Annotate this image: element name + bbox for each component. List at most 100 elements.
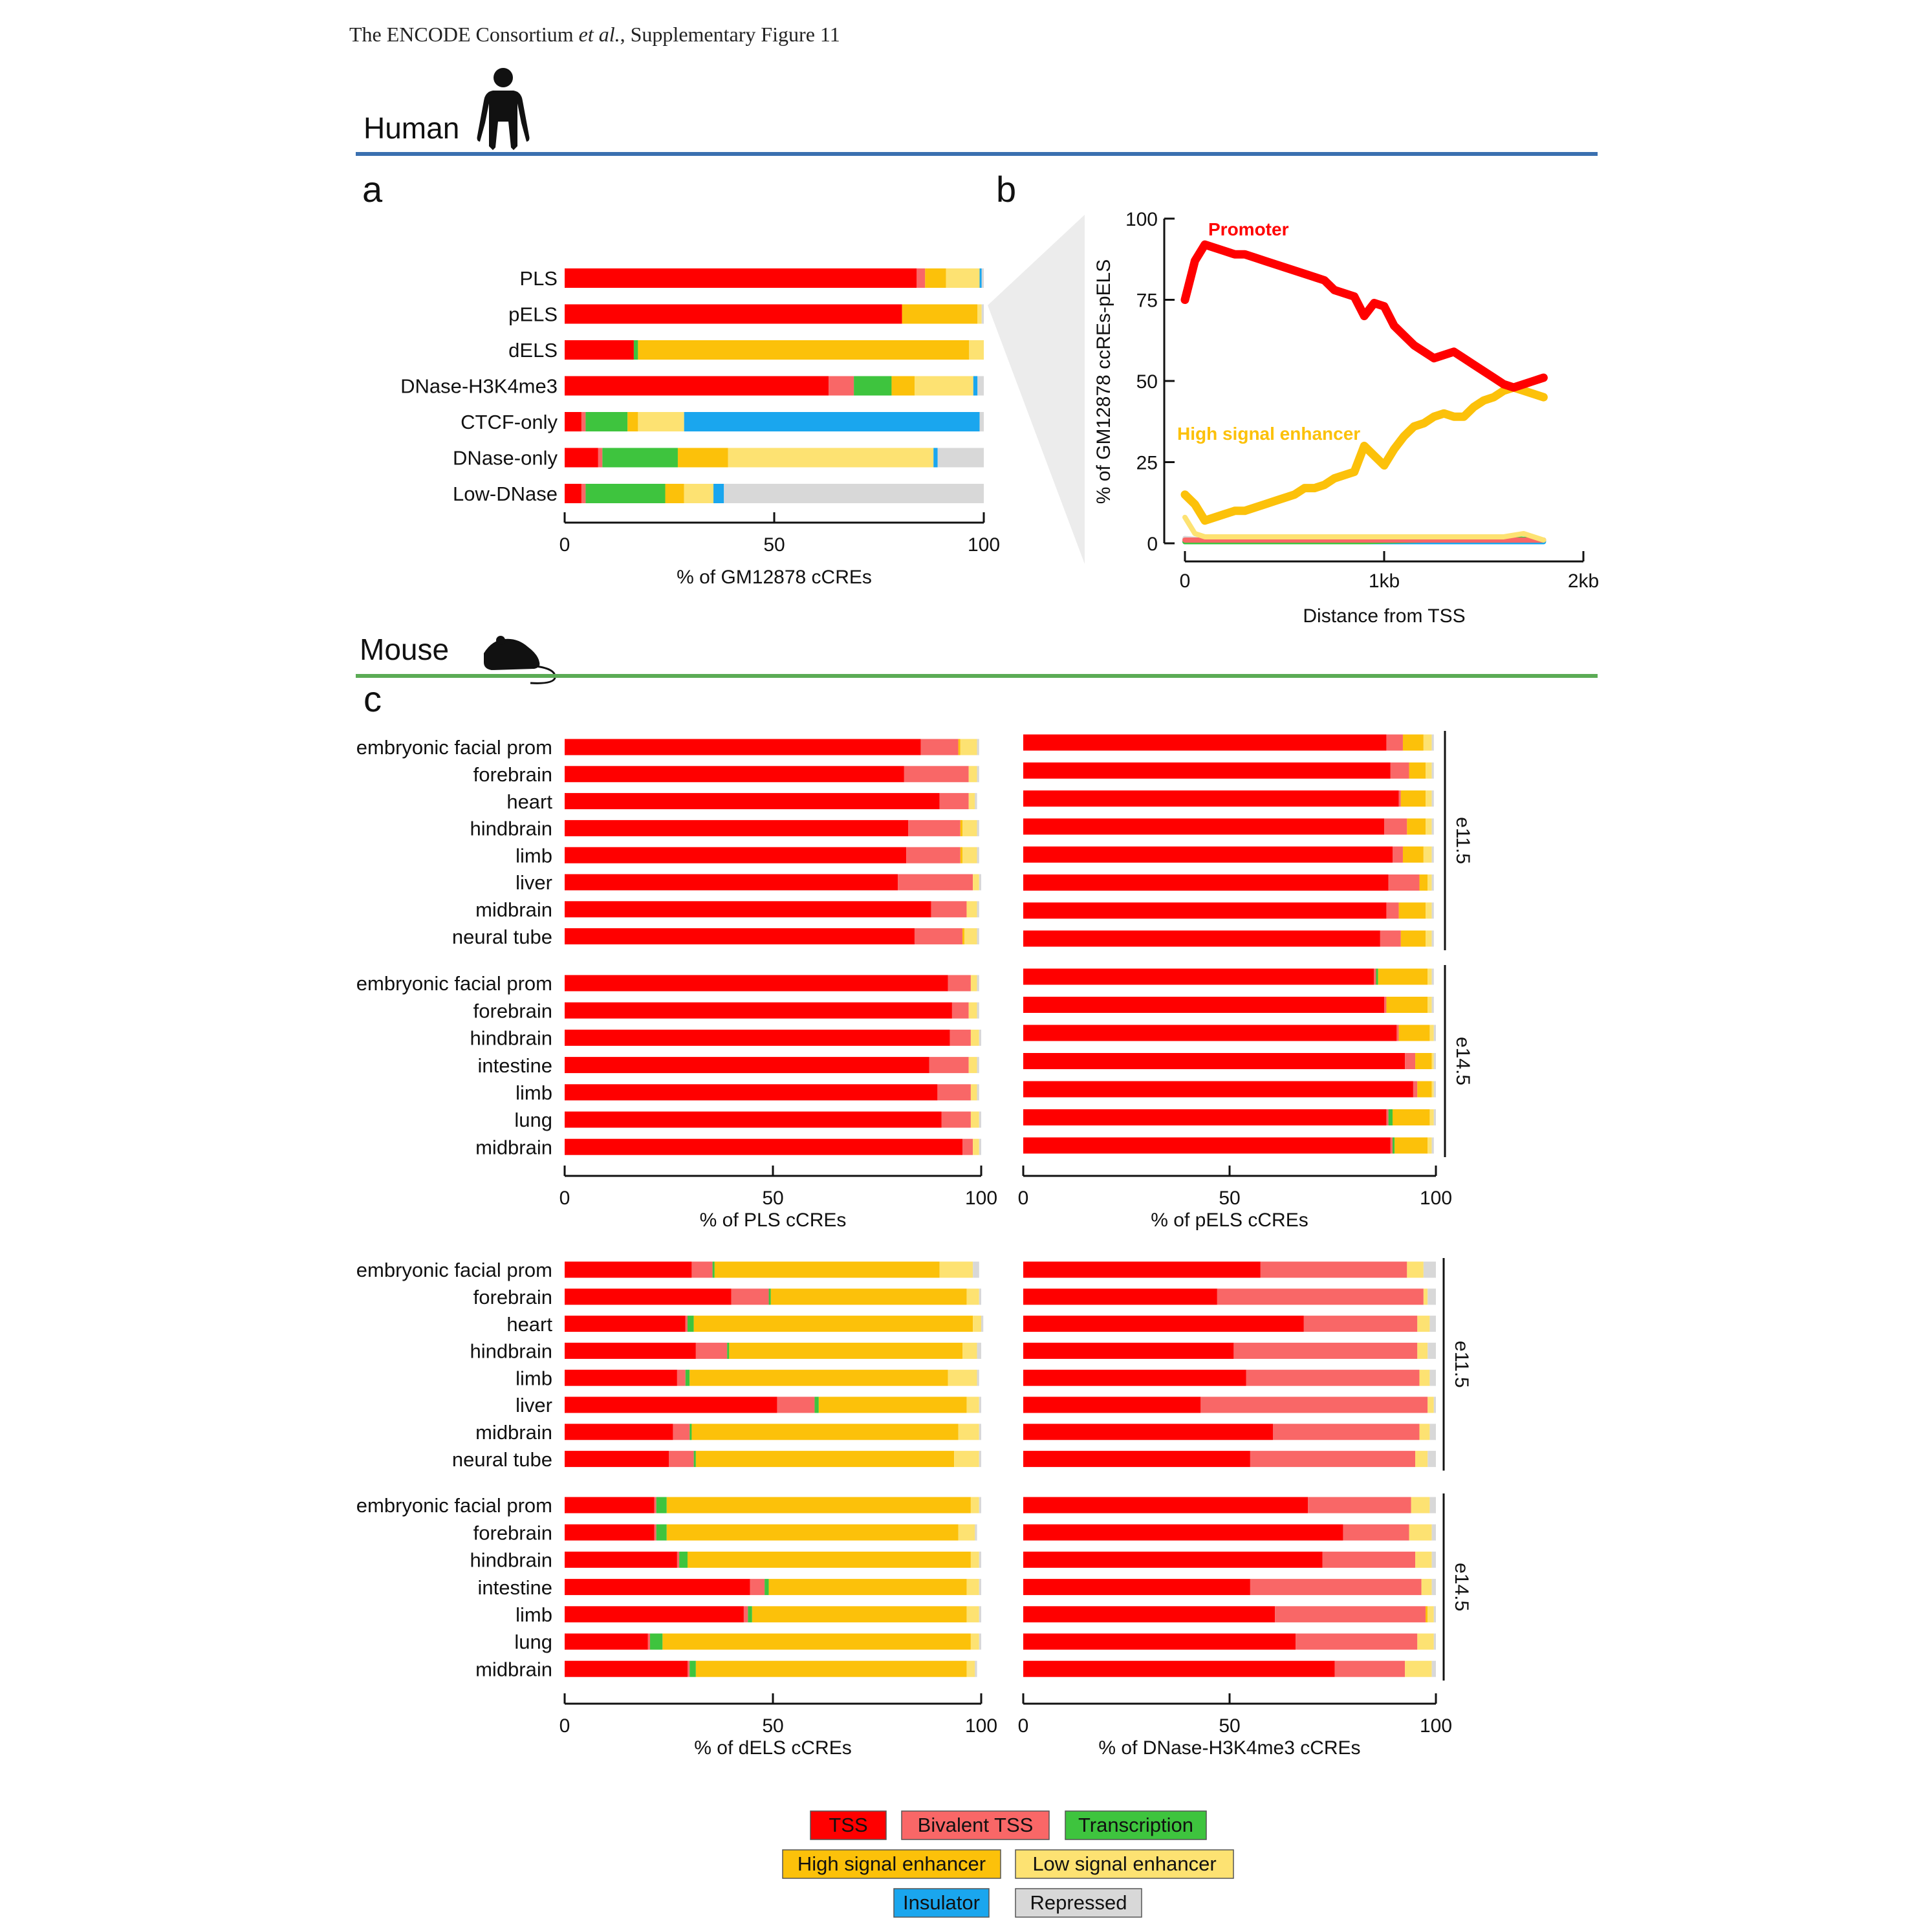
panel-a-bar-segment	[724, 484, 984, 503]
panel-c-pls-bar-segment	[968, 766, 977, 783]
panel-c-dels-bar-segment	[654, 1497, 657, 1514]
panel-c-pls-bar-segment	[962, 928, 965, 945]
panel-c-pels-bar-segment	[1390, 762, 1409, 779]
panel-c-dels-bar-segment	[695, 1660, 967, 1677]
panel-c-dels-bar-segment	[768, 1579, 967, 1596]
panel-c-pls-bar-segment	[565, 975, 948, 992]
panel-c-dels-bar-segment	[977, 1369, 979, 1386]
panel-c-dels-bar-segment	[565, 1288, 732, 1305]
panel-c-dels-bar-segment	[979, 1451, 981, 1468]
panel-c-pls-bar-segment	[565, 1029, 950, 1046]
panel-c-pls-x-tick-label: 0	[559, 1188, 570, 1209]
panel-c-dels-x-tick-label: 50	[762, 1715, 783, 1737]
panel-c-dnase-h3k4me3-bar-segment	[1322, 1551, 1416, 1568]
panel-c-pels-bar-segment	[1393, 1109, 1430, 1125]
panel-a-bar-segment	[902, 304, 978, 324]
panel-c-pls-bar-segment	[977, 975, 979, 992]
panel-c-dnase-h3k4me3-bar-segment	[1421, 1579, 1432, 1596]
header-text-italic: et al.	[579, 23, 620, 46]
panel-a-bar-segment	[713, 484, 724, 503]
panel-c-pls-bar-segment	[914, 928, 963, 945]
panel-c-dels-bar-segment	[768, 1288, 771, 1305]
panel-c-pels-bar-segment	[1431, 790, 1434, 807]
panel-c-dels-bar-segment	[687, 1551, 971, 1568]
panel-c-dnase-h3k4me3-bar-segment	[1431, 1524, 1436, 1541]
panel-c-dnase-h3k4me3-bar-segment	[1431, 1551, 1436, 1568]
panel-a-bar-segment	[565, 412, 581, 431]
panel-c-pls-bar-segment	[565, 901, 931, 918]
header-text-post: , Supplementary Figure 11	[620, 23, 840, 46]
panel-a-bar-segment	[565, 304, 902, 324]
legend-swatch-insulator	[893, 1888, 990, 1918]
panel-a-bar-segment	[585, 412, 628, 431]
panel-c-dnase-h3k4me3-bar-segment	[1246, 1369, 1420, 1386]
panel-c-dnase-h3k4me3-bar-segment	[1275, 1606, 1426, 1623]
panel-a-category-label: DNase-H3K4me3	[400, 375, 558, 398]
panel-a-bar-segment	[917, 268, 926, 288]
panel-c-dnase-h3k4me3-bar-segment	[1023, 1424, 1273, 1440]
panel-a-bar-segment	[677, 448, 728, 468]
panel-c-pls-category-label: lung	[514, 1109, 552, 1131]
panel-c-pels-bar-segment	[1023, 930, 1380, 947]
panel-c-dnase-h3k4me3-bar-segment	[1426, 1606, 1428, 1623]
panel-c-dels-category-label: midbrain	[475, 1658, 552, 1680]
panel-c-pls-bar-segment	[565, 874, 898, 891]
legend-label: Insulator	[903, 1891, 980, 1914]
panel-c-pls-bar-segment	[958, 739, 961, 755]
panel-a-bar-segment	[665, 484, 684, 503]
panel-c-dnase-h3k4me3-bar-segment	[1023, 1342, 1234, 1359]
panel-c-pls-bar-segment	[565, 766, 904, 783]
panel-c-pls-bar-segment	[977, 1084, 979, 1101]
panel-c-dnase-h3k4me3-bar-segment	[1023, 1288, 1217, 1305]
panel-b-annotation-high-signal-enhancer: High signal enhancer	[1177, 424, 1360, 444]
panel-c-dels-bar-segment	[958, 1524, 975, 1541]
panel-c-pels-bar-segment	[1431, 968, 1434, 985]
panel-c-dels-category-label: forebrain	[473, 1521, 552, 1544]
panel-a-bar-segment	[684, 412, 980, 431]
panel-c-pls-bar-segment	[970, 1029, 979, 1046]
panel-c-pls-category-label: midbrain	[475, 1136, 552, 1158]
panel-a-bar-segment	[565, 340, 634, 360]
panel-c-dels-bar-segment	[677, 1369, 686, 1386]
panel-c-dels-bar-segment	[981, 1316, 984, 1332]
panel-c-dnase-h3k4me3-bar-segment	[1427, 1342, 1436, 1359]
panel-c-pels-x-tick-label: 0	[1018, 1188, 1029, 1209]
panel-c-dels-bar-segment	[691, 1424, 959, 1440]
panel-c-pls-bar-segment	[968, 793, 975, 810]
panel-c-dnase-h3k4me3-bar-segment	[1433, 1606, 1436, 1623]
panel-c-pels-bar-segment	[1426, 902, 1432, 919]
panel-a-bar-segment	[969, 340, 984, 360]
panel-c-dnase-h3k4me3-bar-segment	[1429, 1424, 1436, 1440]
panel-c-dnase-h3k4me3-bar-segment	[1217, 1288, 1424, 1305]
zoom-wedge	[988, 215, 1085, 564]
panel-c-dels-bar-segment	[966, 1660, 975, 1677]
panel-c-pls-bar-segment	[977, 819, 979, 836]
panel-c-dels-category-label: hindbrain	[470, 1340, 552, 1363]
panel-c-dels-bar-segment	[973, 1316, 981, 1332]
panel-c-dels-bar-segment	[777, 1396, 815, 1413]
panel-c-dels-bar-segment	[650, 1633, 663, 1650]
panel-c-dels-bar-segment	[948, 1369, 977, 1386]
panel-c-pls-bar-segment	[973, 874, 979, 891]
panel-c-pls-bar-segment	[906, 847, 961, 863]
panel-c-dels-category-label: liver	[516, 1394, 552, 1416]
panel-a-bar-segment	[854, 376, 892, 396]
panel-c-pls-bar-segment	[968, 1002, 977, 1019]
panel-c-pels-bar-segment	[1427, 874, 1432, 891]
panel-c-dels-bar-segment	[966, 1579, 979, 1596]
panel-c-dels-bar-segment	[727, 1342, 730, 1359]
legend-label: Bivalent TSS	[918, 1814, 1034, 1836]
panel-c-pels-bar-segment	[1386, 734, 1403, 751]
panel-c-pels-bar-segment	[1429, 1025, 1434, 1041]
panel-c-dels-bar-segment	[979, 1288, 981, 1305]
panel-c-dnase-h3k4me3-bar-segment	[1250, 1451, 1416, 1468]
panel-c-charts: embryonic facial prom forebrain heart hindb…	[356, 731, 1473, 1759]
panel-c-pls-bar-segment	[565, 847, 907, 863]
panel-c-pls-category-label: embryonic facial prom	[356, 972, 552, 995]
panel-b-y-axis-label: % of GM12878 ccREs-pELS	[1093, 259, 1114, 505]
panel-a-bar-segment	[979, 412, 984, 431]
panel-c-pls-bar-segment	[977, 1057, 979, 1074]
panel-c-pels-bar-segment	[1431, 734, 1434, 751]
panel-c-pels-bar-segment	[1419, 874, 1428, 891]
panel-c-pls-bar-segment	[565, 739, 921, 755]
